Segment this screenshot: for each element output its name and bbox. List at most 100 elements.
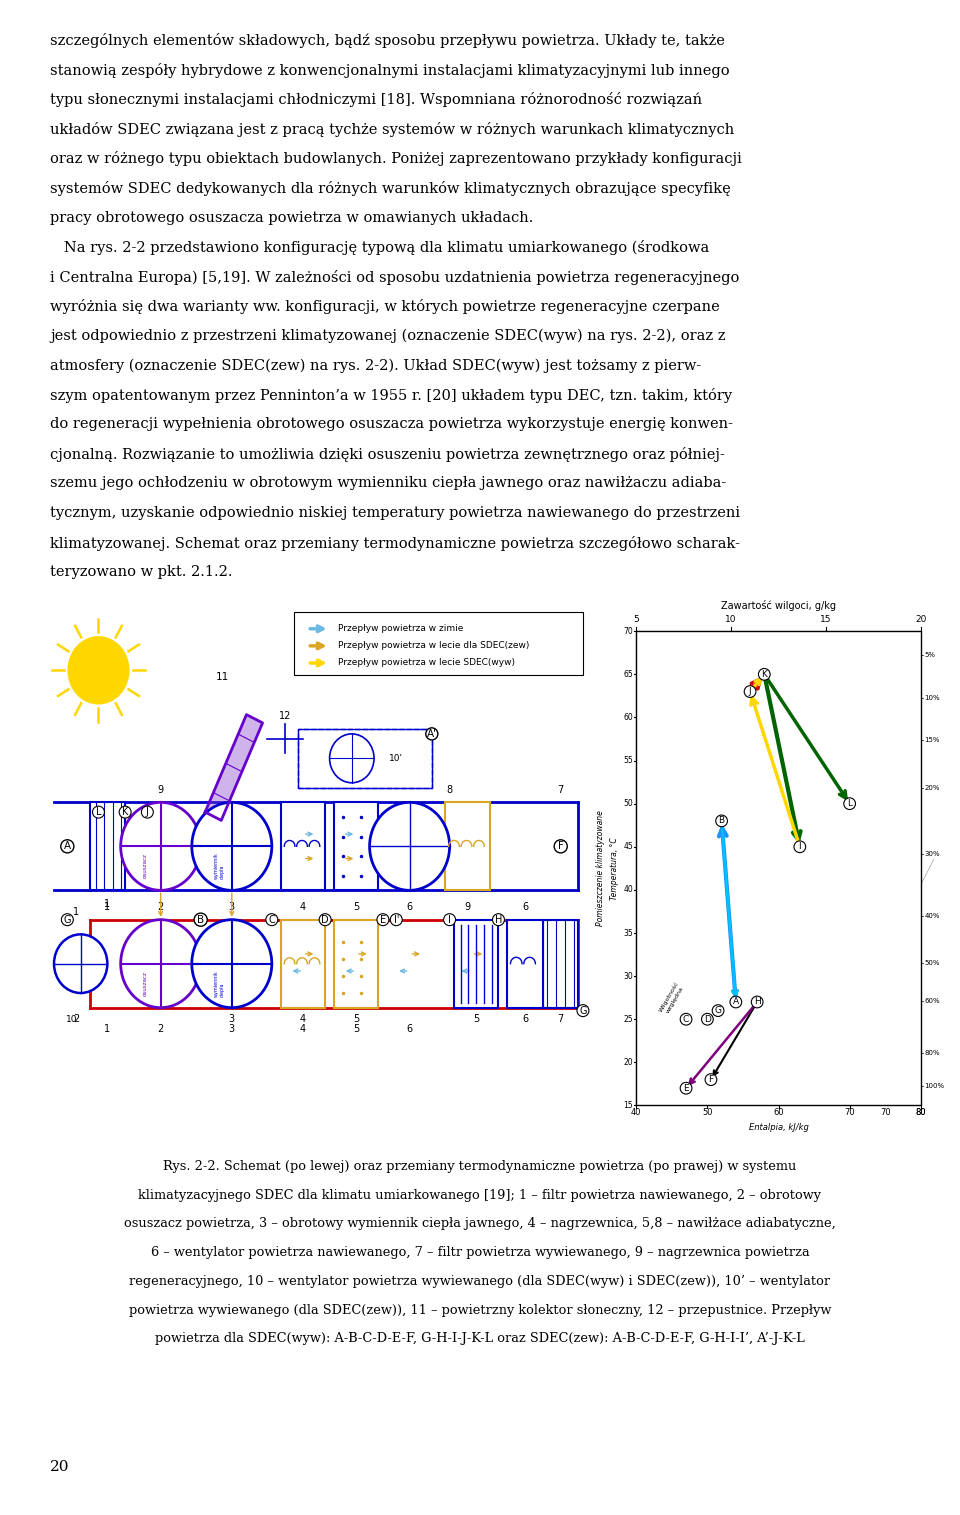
Text: 5: 5	[353, 901, 359, 912]
Text: G: G	[579, 1006, 587, 1015]
Text: 11: 11	[216, 673, 229, 682]
Text: 4: 4	[300, 1015, 306, 1024]
Text: 3: 3	[228, 1024, 235, 1035]
Text: 2: 2	[73, 1015, 80, 1024]
Text: szczególnych elementów składowych, bądź sposobu przepływu powietrza. Układy te, : szczególnych elementów składowych, bądź …	[50, 33, 725, 48]
Circle shape	[370, 803, 449, 891]
Text: H: H	[494, 915, 502, 924]
Text: H: H	[754, 997, 760, 1006]
Text: powietrza dla SDEC(wyw): A-B-C-D-E-F, G-H-I-J-K-L oraz SDEC(zew): A-B-C-D-E-F, G: powietrza dla SDEC(wyw): A-B-C-D-E-F, G-…	[156, 1332, 804, 1345]
Text: 15%: 15%	[924, 738, 940, 744]
Text: G: G	[714, 1006, 722, 1015]
Text: wymiennik
ciepła: wymiennik ciepła	[214, 970, 225, 997]
Text: B: B	[718, 817, 725, 826]
Text: 7: 7	[558, 785, 564, 794]
Text: Przepływ powietrza w lecie dla SDEC(zew): Przepływ powietrza w lecie dla SDEC(zew)	[339, 641, 530, 650]
Text: 80: 80	[916, 1109, 926, 1117]
Text: 40: 40	[623, 885, 634, 894]
Text: 10: 10	[66, 1015, 78, 1024]
Text: 40%: 40%	[924, 912, 940, 918]
Text: 60%: 60%	[924, 998, 940, 1004]
Text: 70: 70	[880, 1109, 891, 1117]
Text: D: D	[704, 1015, 710, 1024]
Text: atmosfery (oznaczenie SDEC(zew) na rys. 2-2). Układ SDEC(wyw) jest tożsamy z pie: atmosfery (oznaczenie SDEC(zew) na rys. …	[50, 358, 701, 373]
Circle shape	[54, 935, 108, 992]
Text: 1: 1	[105, 900, 110, 909]
Text: tycznym, uzyskanie odpowiednio niskiej temperatury powietrza nawiewanego do prze: tycznym, uzyskanie odpowiednio niskiej t…	[50, 506, 740, 520]
Text: 50%: 50%	[924, 961, 940, 967]
Text: osuszacz powietrza, 3 – obrotowy wymiennik ciepła jawnego, 4 – nagrzewnica, 5,8 : osuszacz powietrza, 3 – obrotowy wymienn…	[124, 1217, 836, 1230]
Text: 40: 40	[631, 1109, 641, 1117]
Bar	[445, 803, 490, 891]
Text: 6: 6	[406, 901, 413, 912]
Text: układów SDEC związana jest z pracą tychże systemów w różnych warunkach klimatycz: układów SDEC związana jest z pracą tychż…	[50, 121, 734, 136]
Circle shape	[121, 920, 201, 1007]
Text: 20: 20	[915, 615, 926, 624]
Text: 80%: 80%	[924, 1050, 940, 1056]
Text: E: E	[684, 1083, 689, 1092]
Text: 1: 1	[73, 907, 80, 917]
Bar	[454, 920, 498, 1007]
Text: G: G	[63, 915, 71, 924]
Text: 100%: 100%	[924, 1083, 945, 1089]
Text: 4: 4	[300, 901, 306, 912]
Text: 5: 5	[353, 1015, 359, 1024]
Text: C: C	[683, 1015, 689, 1024]
Text: 3: 3	[228, 901, 235, 912]
Bar	[89, 803, 125, 891]
Text: 45: 45	[623, 842, 634, 851]
Bar	[636, 632, 921, 1106]
Text: I: I	[799, 842, 802, 851]
Text: F: F	[708, 1076, 713, 1085]
Text: pracy obrotowego osuszacza powietrza w omawianych układach.: pracy obrotowego osuszacza powietrza w o…	[50, 211, 534, 224]
Text: 4: 4	[300, 1024, 306, 1035]
Text: L: L	[847, 800, 852, 807]
Text: Zawartość wilgoci, g/kg: Zawartość wilgoci, g/kg	[721, 600, 836, 611]
Text: 50: 50	[702, 1109, 712, 1117]
Text: typu słonecznymi instalacjami chłodniczymi [18]. Wspomniana różnorodność rozwiąz: typu słonecznymi instalacjami chłodniczy…	[50, 92, 702, 108]
Text: osuszacz: osuszacz	[143, 853, 148, 879]
Text: E: E	[380, 915, 386, 924]
Circle shape	[121, 803, 201, 891]
Text: powietrza wywiewanego (dla SDEC(zew)), 11 – powietrzny kolektor słoneczny, 12 – : powietrza wywiewanego (dla SDEC(zew)), 1…	[129, 1303, 831, 1317]
Text: Pomieszczenie klimatyzowane: Pomieszczenie klimatyzowane	[596, 811, 605, 926]
Text: 8: 8	[446, 785, 453, 794]
Text: I: I	[448, 915, 451, 924]
Text: Entalpia, kJ/kg: Entalpia, kJ/kg	[749, 1123, 808, 1132]
Text: 6: 6	[406, 1024, 413, 1035]
Text: cjonalną. Rozwiązanie to umożliwia dzięki osuszeniu powietrza zewnętrznego oraz : cjonalną. Rozwiązanie to umożliwia dzięk…	[50, 447, 725, 462]
Text: 6: 6	[522, 901, 528, 912]
Text: I': I'	[394, 915, 399, 924]
Bar	[543, 920, 579, 1007]
Text: 60: 60	[773, 1109, 783, 1117]
Circle shape	[67, 636, 130, 704]
Text: 10': 10'	[389, 754, 403, 764]
Text: 35: 35	[623, 929, 634, 938]
Text: 12: 12	[279, 711, 291, 721]
Text: 2: 2	[157, 901, 164, 912]
Text: klimatyzowanej. Schemat oraz przemiany termodynamiczne powietrza szczegółowo sch: klimatyzowanej. Schemat oraz przemiany t…	[50, 535, 740, 550]
Text: 50: 50	[623, 800, 634, 807]
Text: 65: 65	[623, 670, 634, 679]
Bar	[280, 803, 325, 891]
Text: 7: 7	[558, 1015, 564, 1024]
Text: 10%: 10%	[924, 694, 940, 700]
Text: 9: 9	[465, 901, 470, 912]
Text: A: A	[732, 997, 739, 1006]
Text: 6: 6	[522, 1015, 528, 1024]
Text: B: B	[197, 915, 204, 924]
Circle shape	[192, 920, 272, 1007]
Text: 70: 70	[623, 627, 634, 636]
Text: 1: 1	[105, 901, 110, 912]
Text: 30: 30	[623, 971, 634, 980]
Text: 9: 9	[157, 785, 164, 794]
Bar	[299, 729, 432, 788]
Text: systemów SDEC dedykowanych dla różnych warunków klimatycznych obrazujące specyfi: systemów SDEC dedykowanych dla różnych w…	[50, 180, 731, 195]
Text: 1: 1	[105, 1024, 110, 1035]
Text: 25: 25	[624, 1015, 634, 1024]
Text: stanowią zespóły hybrydowe z konwencjonalnymi instalacjami klimatyzacyjnymi lub : stanowią zespóły hybrydowe z konwencjona…	[50, 62, 730, 77]
Text: Na rys. 2-2 przedstawiono konfigurację typową dla klimatu umiarkowanego (środkow: Na rys. 2-2 przedstawiono konfigurację t…	[50, 239, 709, 255]
Circle shape	[192, 803, 272, 891]
Polygon shape	[205, 715, 263, 821]
Bar	[334, 920, 378, 1007]
